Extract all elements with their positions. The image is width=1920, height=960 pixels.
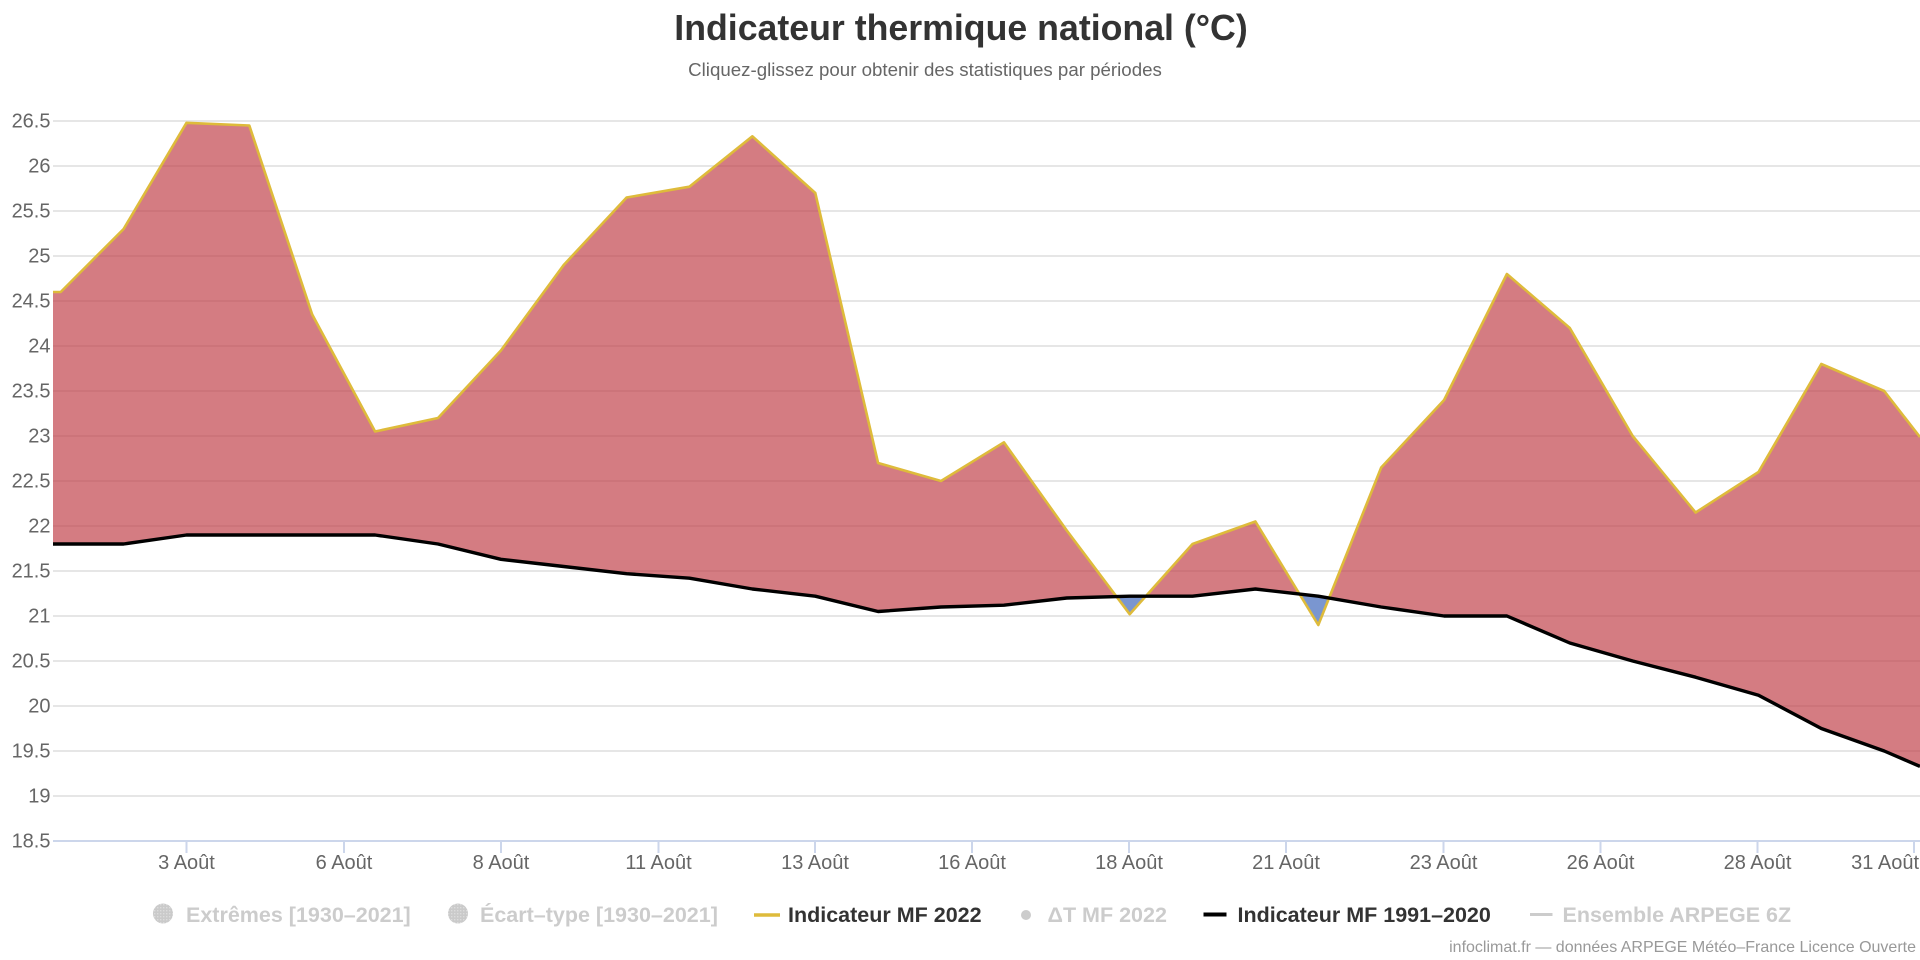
svg-text:21 Août: 21 Août: [1252, 852, 1320, 874]
svg-text:20: 20: [28, 696, 50, 718]
svg-text:Indicateur MF 1991–2020: Indicateur MF 1991–2020: [1238, 903, 1491, 927]
svg-text:18.5: 18.5: [12, 831, 51, 853]
svg-text:26: 26: [28, 156, 50, 178]
svg-text:21: 21: [28, 606, 50, 628]
svg-text:23.5: 23.5: [12, 381, 51, 403]
svg-text:Indicateur thermique national: Indicateur thermique national (°C): [674, 8, 1247, 48]
svg-text:Extrêmes [1930–2021]: Extrêmes [1930–2021]: [186, 903, 411, 927]
svg-text:Ensemble ARPEGE 6Z: Ensemble ARPEGE 6Z: [1563, 903, 1792, 927]
svg-text:25: 25: [28, 246, 50, 268]
svg-text:3 Août: 3 Août: [158, 852, 215, 874]
svg-text:21.5: 21.5: [12, 561, 51, 583]
svg-text:18 Août: 18 Août: [1095, 852, 1163, 874]
svg-text:23: 23: [28, 426, 50, 448]
svg-text:24: 24: [28, 336, 50, 358]
svg-text:ΔT MF 2022: ΔT MF 2022: [1048, 903, 1167, 927]
svg-text:Écart–type [1930–2021]: Écart–type [1930–2021]: [480, 902, 718, 927]
svg-text:24.5: 24.5: [12, 291, 51, 313]
svg-text:22.5: 22.5: [12, 471, 51, 493]
svg-text:31 Août: 31 Août: [1851, 852, 1919, 874]
svg-text:23 Août: 23 Août: [1410, 852, 1478, 874]
svg-text:8 Août: 8 Août: [473, 852, 530, 874]
svg-text:19: 19: [28, 786, 50, 808]
svg-text:Cliquez-glissez pour obtenir d: Cliquez-glissez pour obtenir des statist…: [688, 59, 1162, 80]
svg-text:16 Août: 16 Août: [938, 852, 1006, 874]
svg-text:6 Août: 6 Août: [316, 852, 373, 874]
svg-text:13 Août: 13 Août: [781, 852, 849, 874]
svg-text:20.5: 20.5: [12, 651, 51, 673]
svg-text:infoclimat.fr — données ARPEGE: infoclimat.fr — données ARPEGE Météo–Fra…: [1449, 939, 1916, 956]
svg-text:19.5: 19.5: [12, 741, 51, 763]
svg-text:26 Août: 26 Août: [1567, 852, 1635, 874]
svg-text:Indicateur MF 2022: Indicateur MF 2022: [788, 903, 982, 927]
svg-text:22: 22: [28, 516, 50, 538]
svg-text:28 Août: 28 Août: [1724, 852, 1792, 874]
svg-text:25.5: 25.5: [12, 201, 51, 223]
svg-text:26.5: 26.5: [12, 111, 51, 133]
svg-text:11 Août: 11 Août: [625, 852, 692, 874]
